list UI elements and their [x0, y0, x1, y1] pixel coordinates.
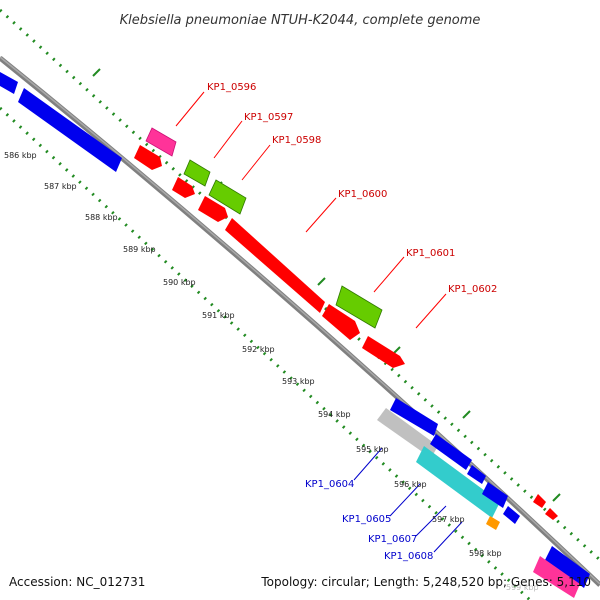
- kbp-tick-label: 588 kbp: [85, 213, 118, 222]
- gene-kp1-0601: [335, 285, 383, 329]
- kbp-tick-label: 593 kbp: [282, 377, 315, 386]
- kbp-tick-label: 586 kbp: [4, 151, 37, 160]
- kbp-tick-label: 587 kbp: [44, 182, 77, 191]
- gene-label-kp1-0602[interactable]: KP1_0602: [448, 284, 497, 295]
- kbp-tick-label: 597 kbp: [432, 515, 465, 524]
- gene-kp1-0607: [503, 506, 520, 524]
- gene-label-kp1-0604[interactable]: KP1_0604: [305, 479, 354, 490]
- left-edge-genes: [0, 72, 122, 172]
- kbp-tick-label: 595 kbp: [356, 445, 389, 454]
- gene-label-kp1-0597[interactable]: KP1_0597: [244, 112, 293, 123]
- gene-kp1-0604: [377, 408, 438, 458]
- gene-label-layer: KP1_0596 KP1_0597 KP1_0598 KP1_0600 KP1_0601…: [207, 82, 497, 562]
- topology-text: Topology: circular; Length: 5,248,520 bp…: [260, 575, 591, 589]
- gene-blue-r5: [545, 546, 590, 588]
- kbp-tick-label: 598 kbp: [469, 549, 502, 558]
- gene-blue-r3: [467, 465, 486, 484]
- gene-kp1-0600: [225, 218, 325, 313]
- kbp-tick-label: 596 kbp: [394, 480, 427, 489]
- kbp-tick-label: 590 kbp: [163, 278, 196, 287]
- gene-red-4: [322, 304, 360, 340]
- accession-text: Accession: NC_012731: [9, 575, 145, 589]
- genome-backbone: [0, 56, 600, 587]
- gene-red-3: [198, 196, 228, 222]
- gene-red-5: [362, 336, 405, 368]
- inner-strand-genes-red: [134, 145, 405, 368]
- inner-strand-genes-right: [377, 398, 590, 598]
- gene-label-kp1-0608[interactable]: KP1_0608: [384, 551, 433, 562]
- gene-red-1: [134, 145, 162, 170]
- gene-label-kp1-0607[interactable]: KP1_0607: [368, 534, 417, 545]
- map-title: Klebsiella pneumoniae NTUH-K2044, comple…: [120, 13, 481, 28]
- gene-kp1-0602-b: [545, 508, 558, 520]
- kbp-axis-labels: 586 kbp 587 kbp 588 kbp 589 kbp 590 kbp 591 k…: [4, 151, 539, 592]
- gene-kp1-0598: [208, 179, 247, 215]
- gene-kp1-0605: [416, 446, 500, 518]
- label-leaders: [175, 91, 463, 553]
- outer-strand-genes: [145, 127, 558, 520]
- gene-label-kp1-0596[interactable]: KP1_0596: [207, 82, 256, 93]
- gene-kp1-0608: [486, 516, 500, 530]
- gene-label-kp1-0598[interactable]: KP1_0598: [272, 135, 321, 146]
- gene-blue-r1: [390, 398, 438, 436]
- kbp-tick-label: 599 kbp: [506, 583, 539, 592]
- gene-red-2: [172, 177, 195, 198]
- kbp-tick-label: 594 kbp: [318, 410, 351, 419]
- gene-kp1-0597: [183, 159, 211, 187]
- gene-kp1-0596: [145, 127, 177, 157]
- gene-pink-r1: [533, 556, 580, 598]
- inner-dotted-track: [0, 106, 532, 600]
- gene-blue-left-2: [18, 88, 122, 172]
- gene-label-kp1-0601[interactable]: KP1_0601: [406, 248, 455, 259]
- gene-label-kp1-0605[interactable]: KP1_0605: [342, 514, 391, 525]
- gene-kp1-0602-a: [533, 494, 546, 508]
- kbp-tick-label: 592 kbp: [242, 345, 275, 354]
- kbp-tick-label: 591 kbp: [202, 311, 235, 320]
- gene-label-kp1-0600[interactable]: KP1_0600: [338, 189, 387, 200]
- kbp-tick-label: 589 kbp: [123, 245, 156, 254]
- gene-blue-left-1: [0, 72, 18, 94]
- gene-blue-r4: [482, 482, 508, 508]
- gene-blue-r2: [430, 434, 472, 470]
